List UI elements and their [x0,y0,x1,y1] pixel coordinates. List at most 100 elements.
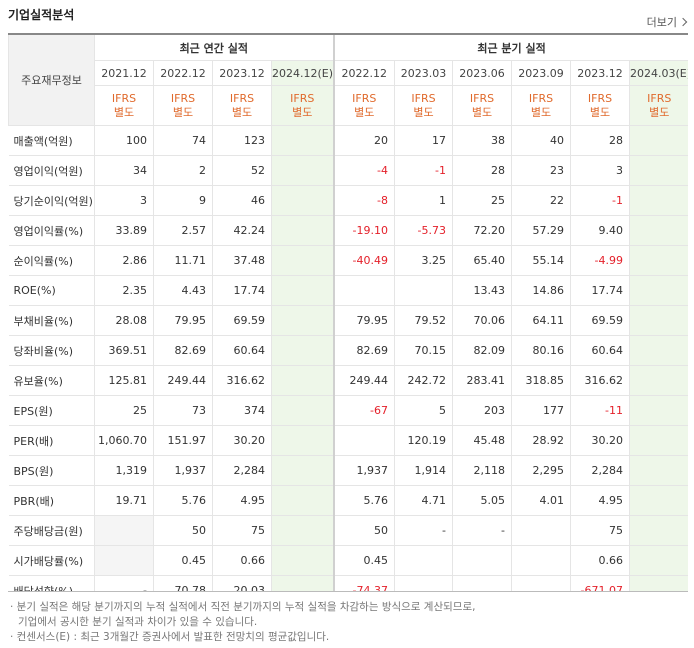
table-cell: 34 [94,155,154,186]
table-cell: 52 [212,155,272,186]
quarter-period: 2023.12 [570,60,630,86]
table-cell: 2.57 [153,215,213,246]
table-cell: 2,118 [452,455,512,486]
table-cell: 38 [452,125,512,156]
table-cell: 79.52 [394,305,453,336]
row-label: 영업이익률(%) [8,215,95,246]
separate-label: 별도 [530,105,552,119]
table-cell [270,185,334,216]
table-cell: 125.81 [94,365,154,396]
table-cell [394,545,453,576]
table-cell: 100 [94,125,154,156]
annual-group-header: 최근 연간 실적 [93,35,334,61]
financial-table-container: 주요재무정보 최근 연간 실적 최근 분기 실적 2021.12 2022.12 2023… [8,33,688,592]
table-cell: 4.43 [153,275,213,306]
quarter-period: 2023.03 [394,60,453,86]
table-cell: 5.05 [452,485,512,516]
annual-period: 2023.12 [212,60,272,86]
table-cell [270,485,334,516]
footnotes: · 분기 실적은 해당 분기까지의 누적 실적에서 직전 분기까지의 누적 실적… [10,600,686,645]
table-cell: 177 [511,395,571,426]
table-cell: 25 [94,395,154,426]
table-cell: 50 [332,515,395,546]
ifrs-badge: IFRS 별도 [212,85,272,126]
row-label: PBR(배) [8,485,95,516]
table-cell [270,395,334,426]
table-cell: 28 [452,155,512,186]
table-cell: 82.09 [452,335,512,366]
table-cell: 2,284 [212,455,272,486]
table-cell [511,515,571,546]
table-cell: 5.76 [332,485,395,516]
ifrs-badge: IFRS 별도 [511,85,571,126]
table-cell [629,185,688,216]
table-cell: 20.03 [212,575,272,591]
table-cell: 242.72 [394,365,453,396]
table-cell: 369.51 [94,335,154,366]
table-cell: 17.74 [212,275,272,306]
table-cell: 79.95 [153,305,213,336]
more-link[interactable]: 더보기 [646,14,688,30]
table-cell: 1,319 [94,455,154,486]
separate-label: 별도 [354,105,375,119]
ifrs-label: IFRS [587,91,613,105]
table-cell: 4.95 [212,485,272,516]
row-label: BPS(원) [8,455,95,486]
table-cell [629,335,688,366]
table-cell [629,395,688,426]
table-cell: 3.25 [394,245,453,276]
separate-label: 별도 [231,105,253,119]
quarter-group-header: 최근 분기 실적 [332,35,688,61]
table-cell: 0.45 [332,545,395,576]
section-title: 기업실적분석 [8,8,75,22]
table-cell: -1 [570,185,630,216]
table-cell: -19.10 [332,215,395,246]
annual-period: 2024.12(E) [270,60,334,86]
table-cell: 74 [153,125,213,156]
table-row: 주당배당금(원) 50 75 50- -75 [8,515,688,546]
table-cell: -4.99 [570,245,630,276]
ifrs-label: IFRS [170,91,196,105]
table-cell: -40.49 [332,245,395,276]
separate-label: 별도 [292,105,313,119]
table-cell: 316.62 [570,365,630,396]
table-cell: 283.41 [452,365,512,396]
table-cell: 70.78 [153,575,213,591]
table-cell [394,275,453,306]
table-cell [270,455,334,486]
separate-label: 별도 [471,105,493,119]
table-cell: 69.59 [212,305,272,336]
table-cell: 17.74 [570,275,630,306]
table-cell: 4.71 [394,485,453,516]
table-row: PBR(배) 19.71 5.76 4.95 5.76 4.71 5.05 4.01 4.95 [8,485,688,516]
table-cell: 60.64 [212,335,272,366]
more-label: 더보기 [646,16,677,29]
table-cell [629,275,688,306]
table-cell: 75 [570,515,630,546]
table-cell [270,215,334,246]
table-cell: 70.06 [452,305,512,336]
table-cell: 318.85 [511,365,571,396]
table-row: 순이익률(%) 2.86 11.71 37.48 -40.49 3.25 65.40 55.1… [8,245,688,276]
table-cell: 203 [452,395,512,426]
table-cell [270,245,334,276]
table-cell [629,215,688,246]
table-cell: 2.35 [94,275,154,306]
ifrs-label: IFRS [647,91,672,105]
table-row: PER(배) 1,060.70 151.97 30.20 120.19 45.48 28.9… [8,425,688,456]
table-row: 매출액(억원) 100 74 123 20 17 38 40 28 [8,125,688,156]
table-cell: 2,295 [511,455,571,486]
table-cell: 1 [394,185,453,216]
table-cell: 80.16 [511,335,571,366]
footnote-2: · 컨센서스(E) : 최근 3개월간 증권사에서 발표한 전망치의 평균값입니… [10,631,330,643]
table-cell: 249.44 [153,365,213,396]
table-cell: 3 [94,185,154,216]
separate-label: 별도 [413,105,434,119]
table-cell: -4 [332,155,395,186]
row-label: EPS(원) [8,395,95,426]
table-cell [270,275,334,306]
table-cell [629,515,688,546]
table-cell: 1,914 [394,455,453,486]
annual-period: 2022.12 [153,60,213,86]
table-cell [270,335,334,366]
